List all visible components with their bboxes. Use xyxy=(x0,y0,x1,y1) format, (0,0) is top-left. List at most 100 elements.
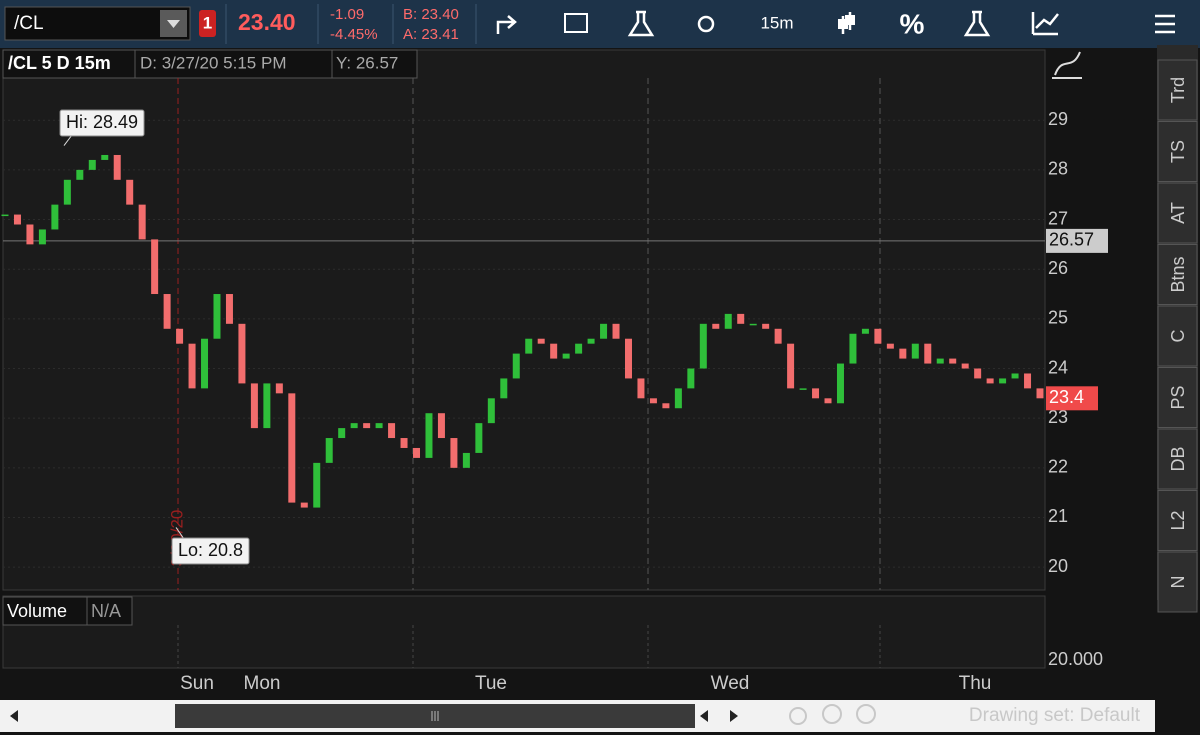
candle xyxy=(961,363,969,369)
candle xyxy=(500,378,508,399)
volume-value: N/A xyxy=(91,601,121,621)
candle xyxy=(88,159,96,170)
side-tab[interactable] xyxy=(1157,121,1198,182)
side-tab-label: DB xyxy=(1168,446,1188,471)
info-icon[interactable] xyxy=(564,13,588,33)
candle xyxy=(612,323,620,339)
side-tab[interactable] xyxy=(1157,305,1198,367)
side-tab-label: C xyxy=(1168,330,1188,343)
candle xyxy=(525,338,533,354)
flask-icon-2[interactable] xyxy=(963,10,991,37)
candle xyxy=(600,323,608,339)
side-tab[interactable] xyxy=(1157,59,1198,121)
candle xyxy=(624,338,632,379)
side-tab[interactable] xyxy=(1157,490,1198,551)
candle xyxy=(163,294,171,329)
settings-icon[interactable] xyxy=(697,15,715,33)
menu-icon[interactable] xyxy=(1155,14,1175,34)
high-label: Hi: 28.49 xyxy=(66,112,138,132)
candle xyxy=(836,363,844,404)
candle xyxy=(886,343,894,349)
candle xyxy=(400,438,408,448)
side-tab[interactable] xyxy=(1157,244,1198,305)
y-tick-label: 22 xyxy=(1048,457,1068,477)
candle xyxy=(999,378,1007,384)
last-price-label: 23.4 xyxy=(1049,387,1084,407)
candle xyxy=(250,383,258,429)
candle xyxy=(562,353,570,359)
zoom-out-icon[interactable] xyxy=(856,704,876,724)
side-tab-label: TS xyxy=(1168,140,1188,163)
flask-icon[interactable] xyxy=(627,10,655,37)
symbol-box[interactable] xyxy=(4,6,191,41)
candle xyxy=(76,169,84,180)
candle xyxy=(101,154,109,160)
candle xyxy=(375,423,383,429)
y-tick-label: 28 xyxy=(1048,159,1068,179)
ask: A: 23.41 xyxy=(403,26,459,43)
chart-title: /CL 5 D 15m xyxy=(8,53,111,73)
side-tab[interactable] xyxy=(1157,182,1198,244)
candle xyxy=(275,383,283,394)
drawing-set[interactable]: Drawing set: Default xyxy=(969,705,1141,726)
symbol: /CL xyxy=(14,13,44,34)
candle xyxy=(550,343,558,359)
candle xyxy=(849,333,857,364)
candle xyxy=(924,343,932,364)
zoom-in-icon[interactable] xyxy=(822,704,842,724)
candle xyxy=(774,328,782,344)
candle xyxy=(263,383,271,429)
share-icon[interactable] xyxy=(496,15,517,34)
y-tick-label: 25 xyxy=(1048,308,1068,328)
candle xyxy=(350,423,358,429)
volume-title-box xyxy=(2,596,88,626)
alert-badge[interactable] xyxy=(199,10,216,37)
candle xyxy=(936,358,944,364)
candle xyxy=(388,423,396,439)
scroll-left[interactable] xyxy=(10,710,18,722)
side-tab[interactable] xyxy=(1157,367,1198,428)
drawing-icon[interactable] xyxy=(1031,12,1059,36)
high-box xyxy=(59,109,145,137)
candle xyxy=(201,338,209,389)
day-label: Mon xyxy=(244,673,281,694)
low-pointer xyxy=(175,527,185,540)
day-label: Wed xyxy=(711,673,750,694)
percent-button[interactable]: % xyxy=(900,8,925,39)
y-tick-label: 20 xyxy=(1048,556,1068,576)
candle xyxy=(824,398,832,404)
candle xyxy=(737,313,745,324)
plot-area xyxy=(2,49,1046,591)
y-tick-label: 21 xyxy=(1048,506,1068,526)
scroll-arrows[interactable] xyxy=(700,710,738,722)
candle xyxy=(512,353,520,379)
high-pointer xyxy=(63,134,73,146)
side-tab-label: AT xyxy=(1168,202,1188,224)
side-tab[interactable] xyxy=(1157,428,1198,490)
grip xyxy=(431,711,439,721)
candle xyxy=(1024,373,1032,389)
y-tick-label: 26 xyxy=(1048,258,1068,278)
candle xyxy=(1011,373,1019,379)
candle xyxy=(687,368,695,389)
candle xyxy=(126,179,134,205)
candle xyxy=(799,388,807,390)
candle xyxy=(26,224,34,245)
crosshair-icon[interactable] xyxy=(789,707,807,725)
style-icon[interactable] xyxy=(1052,51,1082,79)
candle xyxy=(749,323,757,326)
candle xyxy=(487,398,495,424)
toolbar-icons xyxy=(496,10,1175,37)
side-tab-label: Btns xyxy=(1168,256,1188,292)
cursor-value: Y: 26.57 xyxy=(336,53,398,72)
y-tick-label: 29 xyxy=(1048,109,1068,129)
candle xyxy=(699,323,707,369)
candle xyxy=(38,229,46,245)
candle xyxy=(649,398,657,404)
candle xyxy=(861,328,869,334)
timeframe[interactable]: 15m xyxy=(760,13,793,32)
side-tab[interactable] xyxy=(1157,551,1198,613)
candle xyxy=(974,368,982,379)
side-tab-label: PS xyxy=(1168,385,1188,409)
candle xyxy=(587,338,595,344)
